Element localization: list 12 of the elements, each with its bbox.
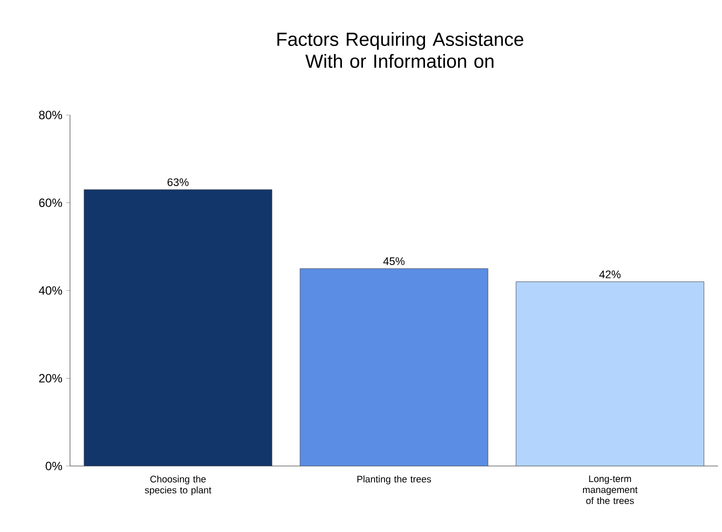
- y-tick-label: 20%: [39, 374, 62, 382]
- y-tick-label: 40%: [38, 286, 62, 295]
- data-label: 42%: [599, 270, 621, 278]
- x-tick-label: Planting the trees: [357, 476, 431, 484]
- data-label: 63%: [168, 178, 189, 186]
- x-tick-label: Choosing the species to plant: [144, 476, 212, 496]
- y-tick-label: 60%: [39, 198, 62, 207]
- y-tick-label: 0%: [46, 462, 62, 470]
- x-tick-label: Long-term management of the trees: [583, 476, 638, 504]
- y-tick-label: 80%: [39, 110, 62, 120]
- chart-title: Factors Requiring Assistance With or Information on: [277, 32, 524, 68]
- data-label: 45%: [383, 257, 405, 266]
